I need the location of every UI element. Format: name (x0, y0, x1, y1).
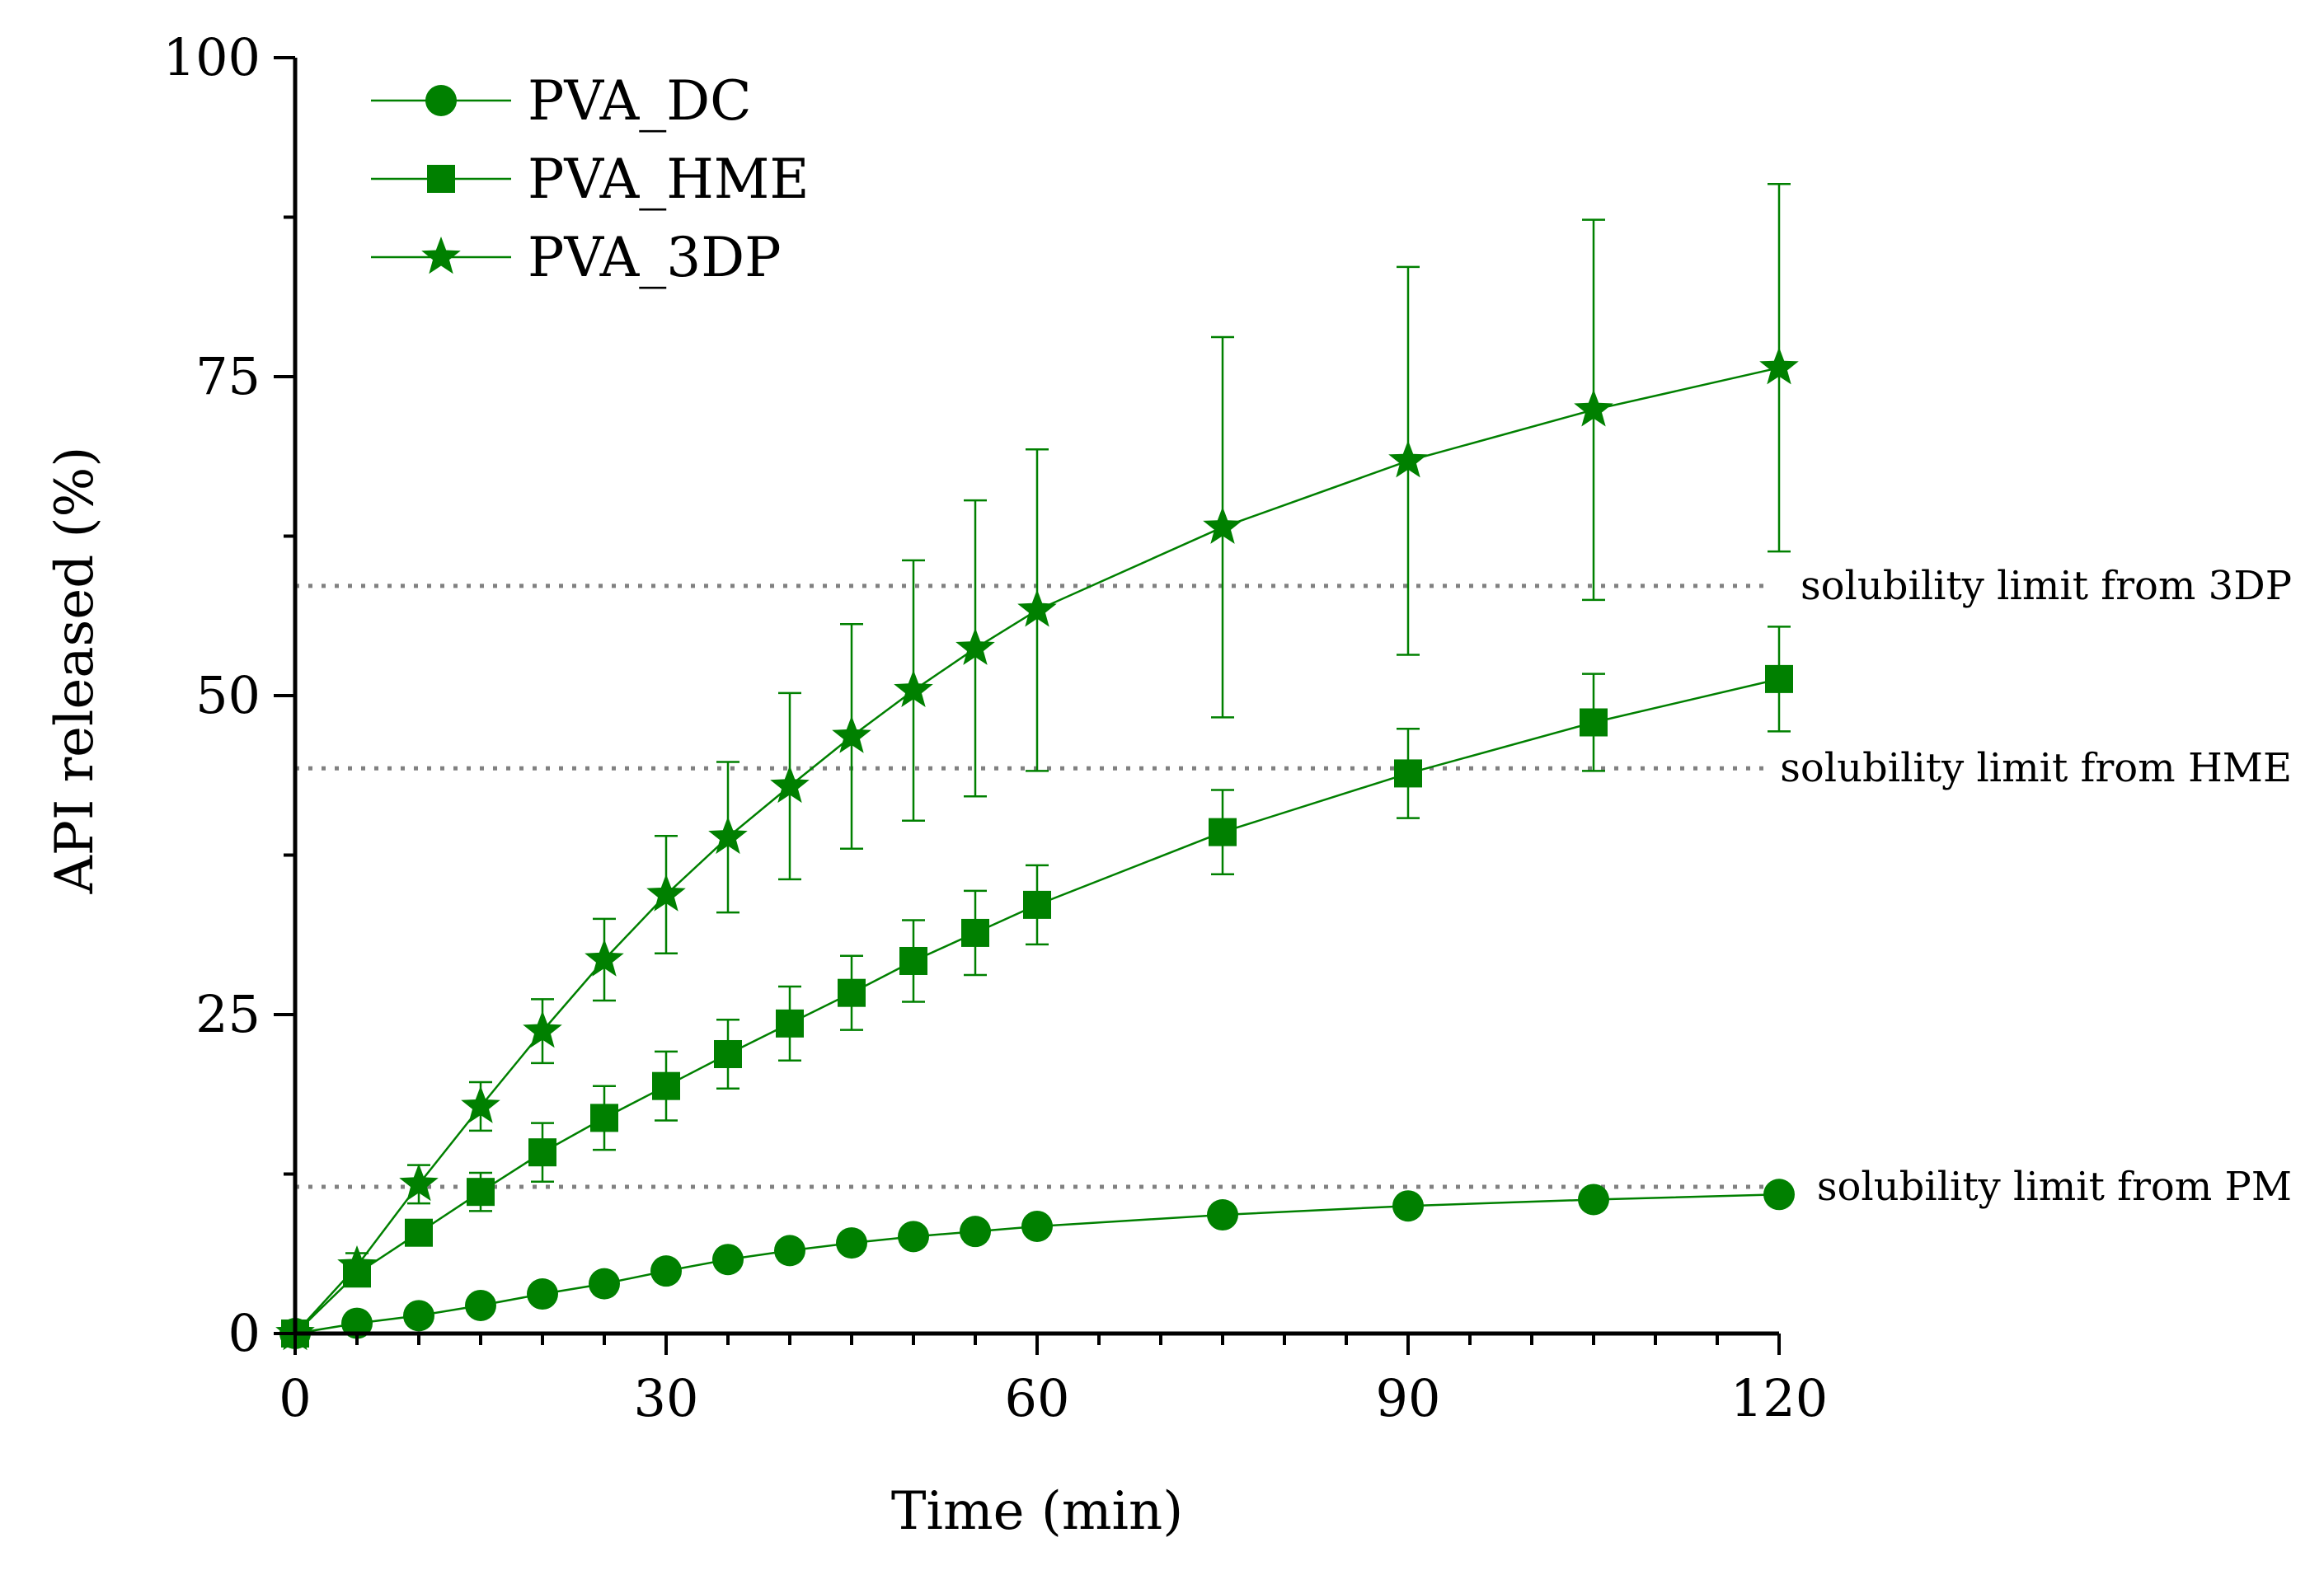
data-point (1017, 589, 1057, 627)
data-point (1759, 347, 1799, 385)
solubility-limit-lines (295, 584, 1771, 1189)
data-point (589, 1268, 620, 1300)
legend-marker (421, 237, 461, 274)
data-point (1209, 818, 1237, 846)
data-point (527, 1278, 558, 1310)
data-point (590, 1104, 618, 1132)
data-series (275, 183, 1799, 1351)
data-point (899, 946, 927, 975)
data-point (836, 1227, 867, 1259)
data-point (399, 1163, 439, 1202)
data-point (1392, 1190, 1424, 1222)
legend-marker (425, 85, 457, 116)
data-point (1765, 664, 1793, 693)
y-tick-label: 0 (228, 1303, 261, 1363)
data-point (774, 1235, 805, 1267)
y-tick-label: 100 (163, 27, 261, 87)
data-point (1388, 440, 1428, 478)
data-point (528, 1138, 556, 1167)
x-tick-label: 30 (634, 1368, 699, 1428)
data-point (894, 669, 933, 707)
data-point (523, 1010, 562, 1048)
data-point (652, 1071, 680, 1100)
legend-item-PVA_HME: PVA_HME (371, 148, 810, 211)
data-point (1763, 1179, 1795, 1211)
solubility-limit-label: solubility limit from HME (1780, 745, 2292, 791)
y-tick-label: 75 (195, 346, 261, 406)
data-point (1203, 506, 1242, 544)
data-point (403, 1300, 434, 1332)
data-point (770, 765, 810, 804)
data-point (961, 918, 989, 947)
x-tick-label: 120 (1730, 1368, 1828, 1428)
data-point (1574, 389, 1613, 427)
data-point (776, 1009, 804, 1038)
data-point (1580, 708, 1608, 737)
data-point (898, 1221, 929, 1253)
data-point (1021, 1210, 1053, 1242)
data-point (712, 1244, 744, 1276)
axes: 0 30 60 90 120 0 25 50 75 100 (163, 27, 1829, 1428)
data-point (650, 1255, 682, 1287)
data-point (960, 1216, 991, 1248)
legend-label: PVA_HME (528, 148, 810, 211)
data-point (337, 1245, 377, 1283)
series-PVA_DC (279, 1179, 1795, 1349)
x-axis-title: Time (min) (891, 1481, 1183, 1542)
legend-item-PVA_DC: PVA_DC (371, 69, 752, 133)
y-tick-label: 25 (195, 984, 261, 1044)
x-tick-label: 90 (1376, 1368, 1441, 1428)
legend-label: PVA_DC (528, 69, 752, 133)
data-point (467, 1178, 495, 1207)
legend-marker (427, 165, 455, 193)
legend-label: PVA_3DP (528, 226, 782, 289)
y-tick-label: 50 (195, 665, 261, 725)
data-point (1023, 890, 1051, 919)
data-point (832, 715, 871, 753)
y-axis-title: API released (%) (45, 447, 106, 895)
data-point (714, 1039, 742, 1068)
data-point (585, 939, 624, 977)
x-tick-label: 0 (279, 1368, 311, 1428)
data-point (1578, 1184, 1609, 1216)
data-point (708, 816, 748, 855)
solubility-limit-label: solubility limit from PM (1817, 1164, 2292, 1210)
data-point (405, 1218, 433, 1247)
data-point (461, 1085, 500, 1123)
legend: PVA_DC PVA_HME PVA_3DP (371, 69, 810, 289)
data-point (341, 1307, 373, 1339)
x-tick-label: 60 (1005, 1368, 1070, 1428)
legend-item-PVA_3DP: PVA_3DP (371, 226, 782, 289)
data-point (646, 874, 686, 912)
data-point (465, 1289, 496, 1321)
series-PVA_3DP (275, 183, 1799, 1351)
solubility-limit-label: solubility limit from 3DP (1801, 563, 2292, 609)
data-point (838, 978, 866, 1007)
data-point (1207, 1199, 1238, 1231)
data-point (1394, 759, 1422, 788)
solubility-limit-labels: solubility limit from 3DP solubility limi… (1780, 563, 2292, 1210)
data-point (955, 627, 995, 665)
